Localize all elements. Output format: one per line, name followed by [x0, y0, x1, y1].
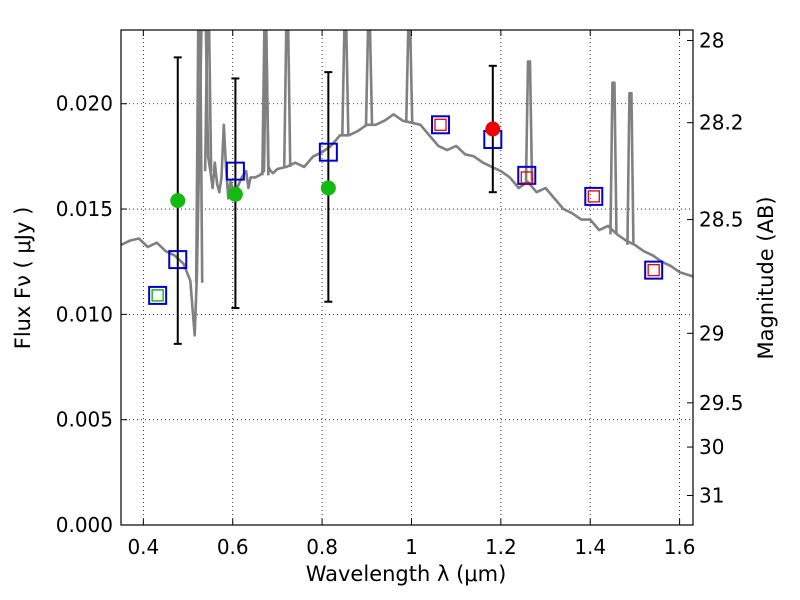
y-tick-label: 0.020: [56, 92, 113, 116]
x-tick-label: 1.2: [485, 535, 517, 559]
observed-point-square: [434, 118, 447, 131]
x-tick-label: 0.8: [306, 535, 338, 559]
emission-line-spike: [341, 30, 350, 136]
series-group: [121, 30, 693, 345]
model-point-square: [584, 186, 604, 206]
y-tick-label: 0.015: [56, 197, 113, 221]
mag-tick-label: 29: [699, 321, 724, 345]
mag-tick-label: 28: [699, 29, 724, 53]
emission-line-spike: [203, 30, 213, 172]
emission-line-spike: [626, 91, 635, 245]
data-layer: [121, 30, 693, 345]
emission-line-spike: [404, 30, 414, 123]
model-point-square: [168, 250, 188, 270]
y-tick-label: 0.010: [56, 302, 113, 326]
y-tick-label: 0.005: [56, 408, 113, 432]
emission-line-spike: [364, 30, 374, 125]
observed-point-circle: [320, 180, 336, 196]
model-point-square: [431, 115, 451, 135]
observed-point-square: [587, 190, 600, 203]
grid-lines: [121, 30, 693, 525]
axis-ticks: 0.4 0.6 0.8 1 1.2 1.4 1.6 0.000 0.005 0.010 0.015 0…: [56, 29, 744, 559]
model-point-square: [644, 260, 664, 280]
mag-tick-label: 28.5: [699, 208, 744, 232]
plot-frame: [120, 29, 694, 526]
y-axis-label: Flux Fν ( μJy ): [11, 207, 35, 350]
mag-tick-label: 30: [699, 435, 724, 459]
emission-line-spike: [194, 30, 204, 283]
observed-point-square: [520, 171, 533, 184]
observed-point-circle: [227, 186, 243, 202]
y-tick-label: 0.000: [56, 513, 113, 537]
x-axis-label: Wavelength λ (μm): [306, 562, 507, 586]
mag-tick-label: 31: [699, 484, 724, 508]
emission-line-spike: [261, 30, 270, 176]
x-tick-label: 1.6: [664, 535, 696, 559]
model-point-square: [225, 161, 245, 181]
right-axis-label: Magnitude (AB): [754, 196, 778, 359]
x-tick-label: 0.4: [127, 535, 159, 559]
emission-line-spike: [282, 30, 292, 167]
observed-point-circle: [170, 193, 186, 209]
x-tick-label: 0.6: [217, 535, 249, 559]
model-point-square: [318, 142, 338, 162]
observed-point-square: [647, 263, 660, 277]
x-tick-label: 1.4: [574, 535, 606, 559]
x-tick-label: 1: [405, 535, 418, 559]
model-point-square: [517, 165, 537, 185]
observed-point-circle: [485, 121, 501, 137]
model-point-square: [148, 285, 168, 305]
observed-point-square: [151, 289, 164, 302]
mag-tick-label: 29.5: [699, 391, 744, 415]
emission-line-spike: [524, 60, 534, 182]
mag-tick-label: 28.2: [699, 111, 744, 135]
emission-line-spike: [609, 81, 618, 235]
